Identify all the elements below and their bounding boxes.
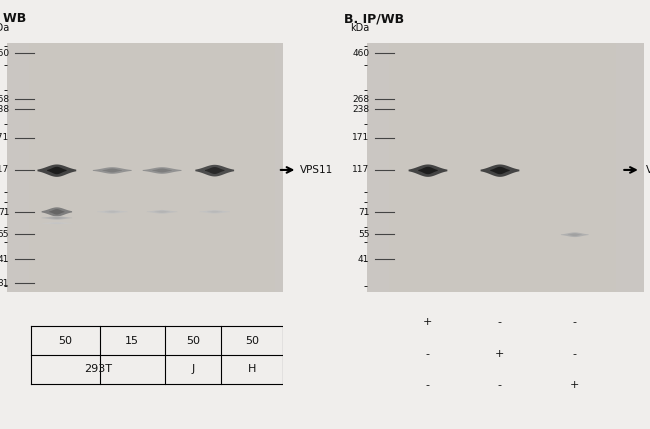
Text: 55: 55 [358,230,369,239]
Text: 50: 50 [186,335,200,345]
Text: VPS11: VPS11 [300,165,333,175]
Text: kDa: kDa [0,23,9,33]
Text: 268: 268 [0,95,9,104]
Bar [389,43,616,292]
Text: 117: 117 [352,166,369,175]
Text: H: H [248,364,257,374]
Text: kDa: kDa [350,23,369,33]
Text: 71: 71 [358,208,369,217]
Text: 50: 50 [245,335,259,345]
Text: -: - [572,317,577,327]
Text: 238: 238 [0,105,9,114]
Text: +: + [495,349,504,359]
Text: -: - [572,349,577,359]
Text: 117: 117 [0,166,9,175]
Text: 460: 460 [352,49,369,58]
Text: 460: 460 [0,49,9,58]
Text: 238: 238 [352,105,369,114]
Bar [29,43,275,292]
Text: 55: 55 [0,230,9,239]
Text: -: - [426,349,430,359]
Text: 71: 71 [0,208,9,217]
Text: -: - [497,380,502,390]
Text: 268: 268 [352,95,369,104]
Text: 31: 31 [0,278,9,287]
Text: 15: 15 [125,335,139,345]
Text: +: + [569,380,579,390]
Text: VPS11: VPS11 [646,165,650,175]
Text: 41: 41 [358,255,369,264]
Text: 50: 50 [58,335,73,345]
Text: 41: 41 [0,255,9,264]
Text: J: J [191,364,194,374]
Text: 171: 171 [352,133,369,142]
Text: B. IP/WB: B. IP/WB [344,12,404,25]
Text: 293T: 293T [84,364,112,374]
Text: -: - [426,380,430,390]
Text: -: - [497,317,502,327]
Text: 171: 171 [0,133,9,142]
Text: A. WB: A. WB [0,12,27,25]
Text: +: + [422,317,432,327]
